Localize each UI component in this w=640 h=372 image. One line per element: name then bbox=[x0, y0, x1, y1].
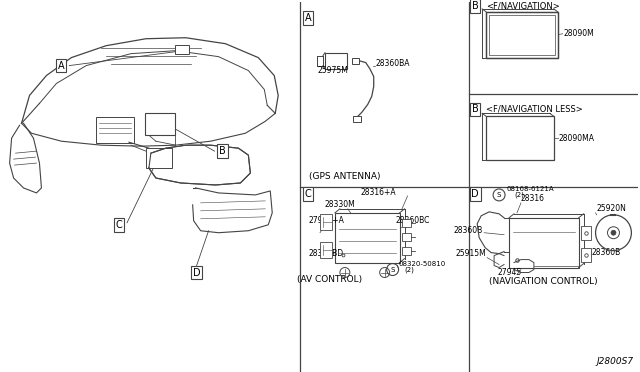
Text: 28360BA: 28360BA bbox=[376, 58, 410, 68]
Bar bbox=[580, 226, 591, 240]
Text: 28316: 28316 bbox=[521, 194, 545, 203]
Bar bbox=[352, 58, 359, 64]
Text: 25975M: 25975M bbox=[317, 65, 348, 74]
Text: (GPS ANTENNA): (GPS ANTENNA) bbox=[309, 172, 381, 181]
Text: D: D bbox=[472, 189, 479, 199]
Text: (2): (2) bbox=[404, 266, 415, 273]
Text: C: C bbox=[305, 189, 312, 199]
Text: B: B bbox=[472, 105, 479, 114]
Text: 25915M: 25915M bbox=[456, 248, 486, 257]
Text: 25920N: 25920N bbox=[596, 204, 627, 213]
Text: 08320-50810: 08320-50810 bbox=[399, 260, 446, 267]
Bar bbox=[320, 214, 332, 230]
Polygon shape bbox=[193, 188, 272, 233]
Text: B: B bbox=[472, 1, 479, 11]
Text: 28360B: 28360B bbox=[454, 226, 483, 235]
Polygon shape bbox=[149, 145, 250, 185]
Text: <F/NAVIGATION>: <F/NAVIGATION> bbox=[486, 1, 560, 10]
Bar bbox=[175, 45, 189, 54]
Text: 28360BD: 28360BD bbox=[308, 248, 343, 257]
Bar bbox=[145, 113, 175, 135]
Text: C: C bbox=[116, 220, 122, 230]
Bar bbox=[580, 248, 591, 262]
Text: S: S bbox=[390, 266, 395, 273]
Bar bbox=[401, 233, 410, 241]
Bar bbox=[486, 12, 558, 58]
Text: (2): (2) bbox=[514, 192, 524, 198]
Text: J2800S7: J2800S7 bbox=[596, 357, 634, 366]
Text: 27945+A: 27945+A bbox=[308, 216, 344, 225]
Circle shape bbox=[611, 230, 616, 235]
Bar bbox=[353, 116, 361, 122]
Text: 27945: 27945 bbox=[497, 267, 522, 276]
Bar bbox=[401, 219, 410, 227]
Bar bbox=[325, 53, 347, 68]
Bar bbox=[335, 213, 399, 263]
Text: 28360BC: 28360BC bbox=[396, 216, 430, 225]
Text: A: A bbox=[305, 13, 312, 23]
Bar bbox=[96, 117, 134, 143]
Text: (AV CONTROL): (AV CONTROL) bbox=[298, 275, 362, 285]
Bar bbox=[401, 247, 410, 254]
Text: 28360B: 28360B bbox=[591, 248, 621, 257]
Bar bbox=[146, 148, 172, 168]
Text: 28330M: 28330M bbox=[325, 200, 356, 209]
Text: 08168-6121A: 08168-6121A bbox=[506, 186, 554, 192]
Text: 28090M: 28090M bbox=[564, 29, 595, 38]
Text: D: D bbox=[193, 267, 200, 278]
Text: S: S bbox=[497, 192, 501, 198]
Text: (NAVIGATION CONTROL): (NAVIGATION CONTROL) bbox=[489, 278, 598, 286]
Bar bbox=[320, 242, 332, 257]
Text: 28090MA: 28090MA bbox=[559, 134, 595, 143]
Bar bbox=[489, 15, 555, 55]
Text: 28316+A: 28316+A bbox=[361, 188, 396, 197]
Text: A: A bbox=[58, 61, 65, 71]
Bar bbox=[486, 116, 554, 160]
Text: B: B bbox=[219, 146, 226, 156]
Bar bbox=[486, 12, 558, 58]
Text: <F/NAVIGATION LESS>: <F/NAVIGATION LESS> bbox=[486, 105, 583, 114]
Bar bbox=[509, 218, 579, 267]
